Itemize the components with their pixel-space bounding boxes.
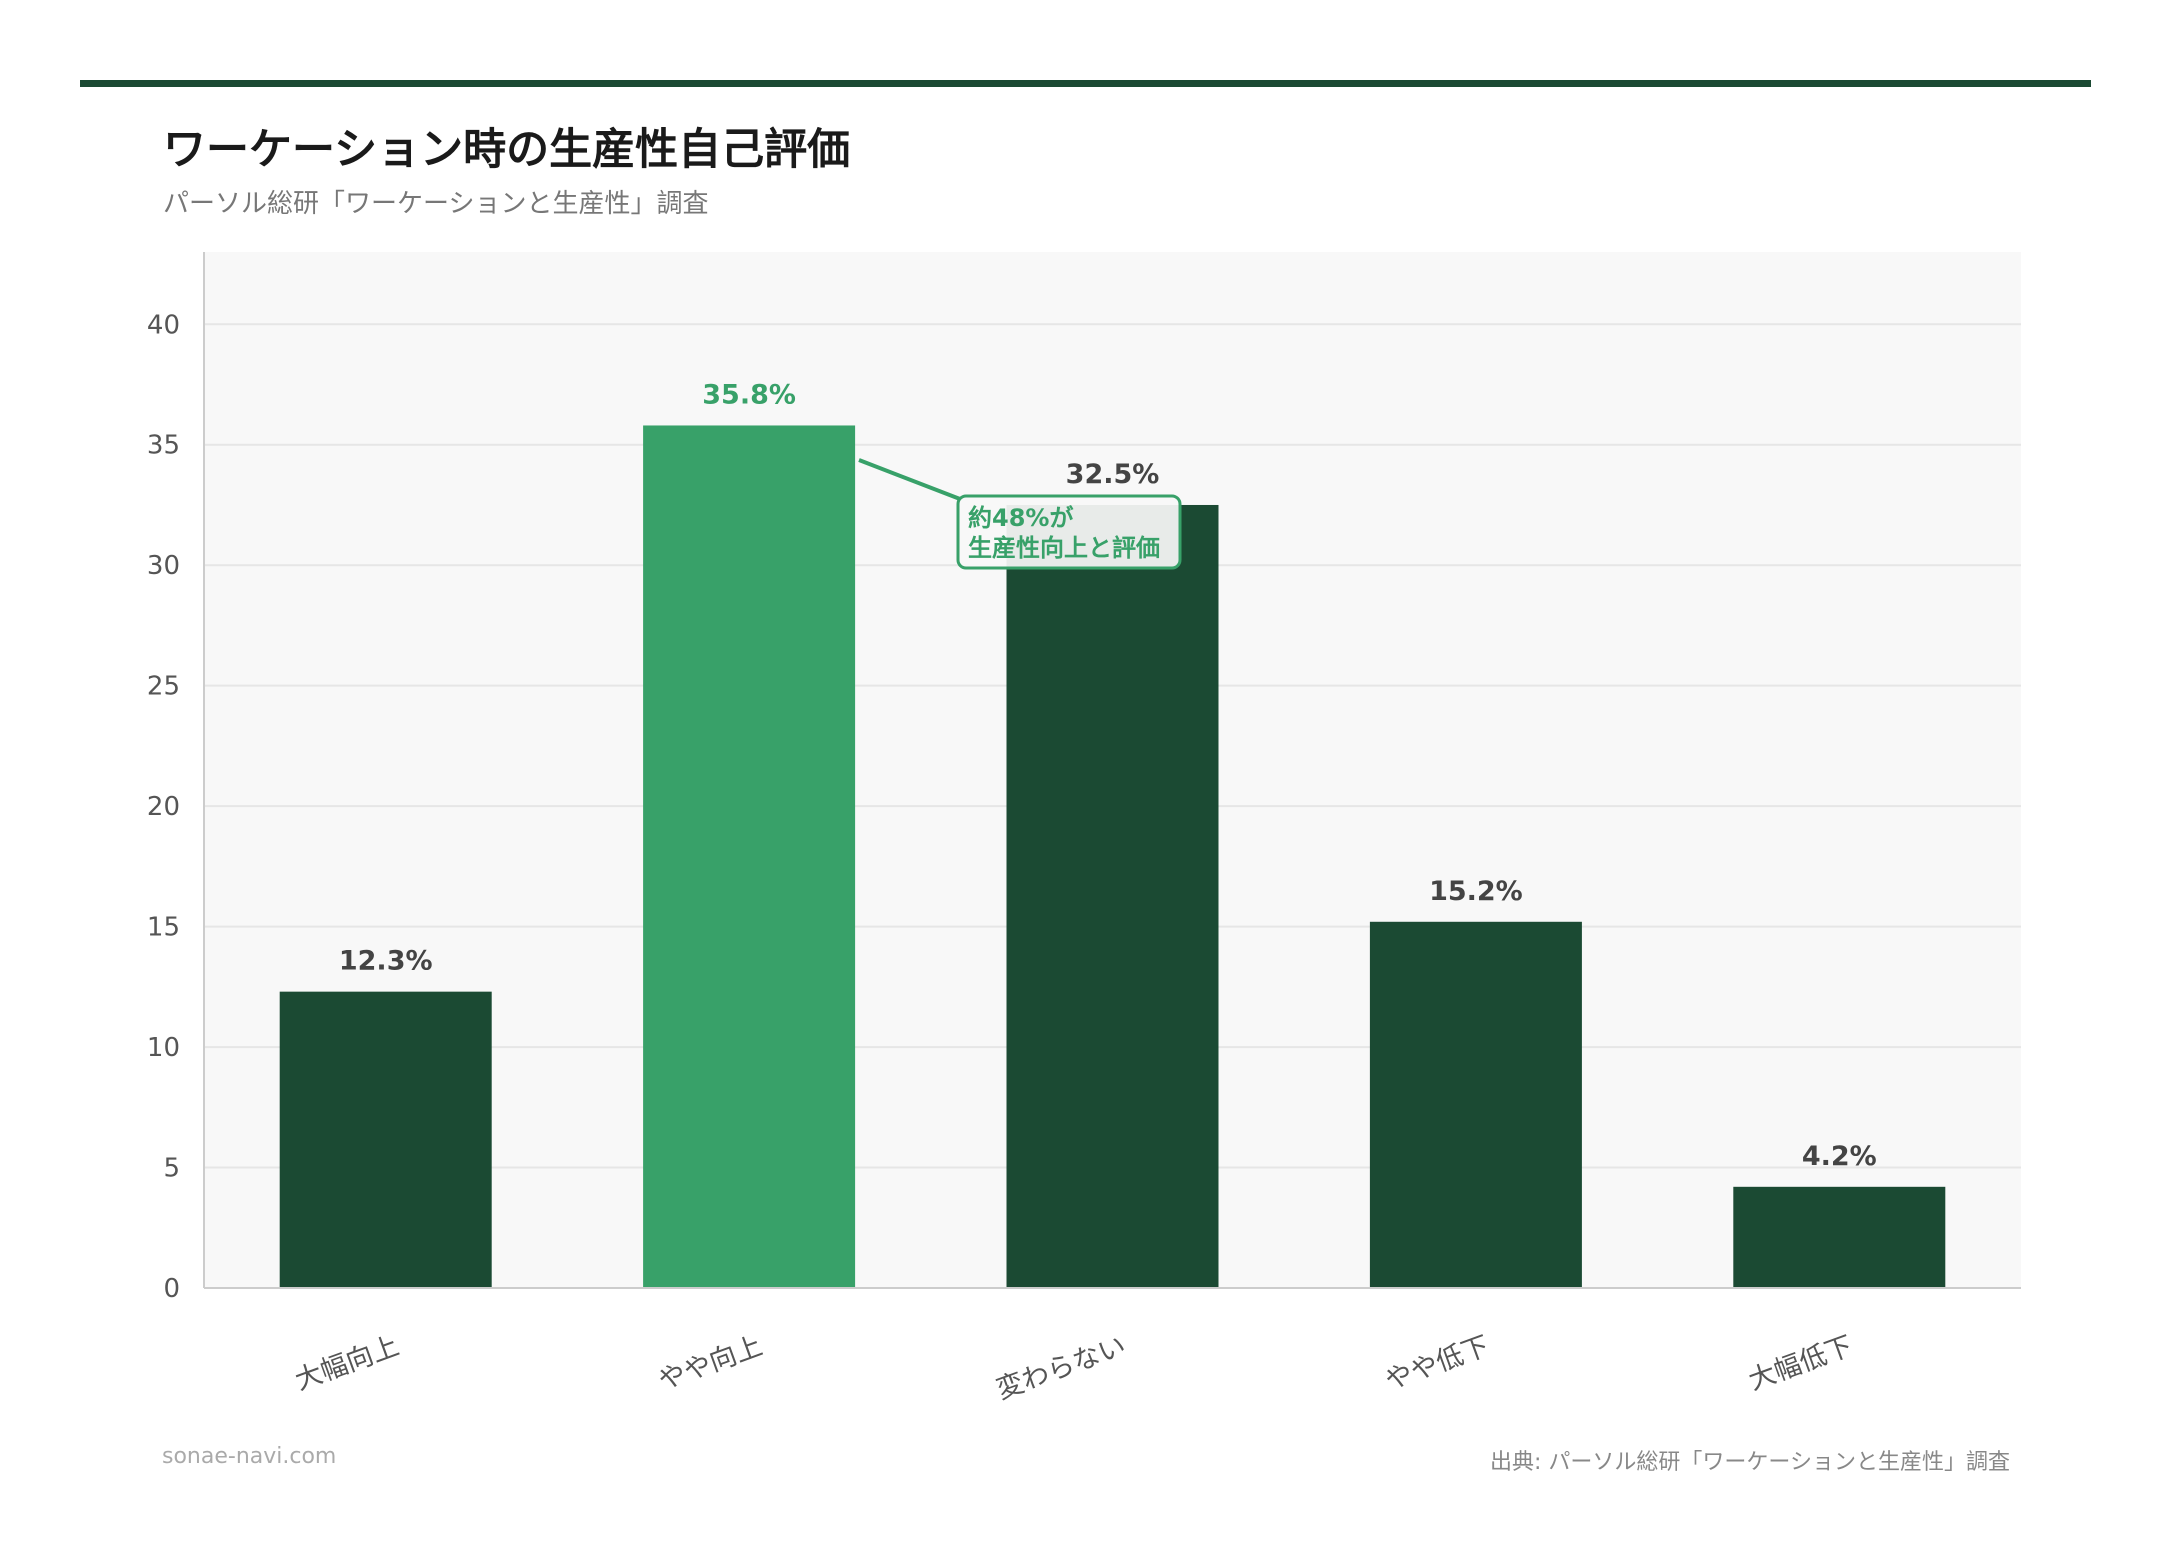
y-tick-label: 25 xyxy=(147,672,180,702)
y-tick-label: 30 xyxy=(147,551,180,581)
y-tick-label: 40 xyxy=(147,310,180,340)
annotation-box xyxy=(956,494,1182,570)
bar xyxy=(643,425,856,1289)
chart-title: ワーケーション時の生産性自己評価 xyxy=(163,125,851,175)
x-tick-label: 変わらない xyxy=(992,1330,1129,1405)
annotation-line-2: 生産性向上と評価 xyxy=(968,534,1160,562)
y-tick-label: 5 xyxy=(163,1154,180,1184)
x-tick-label: 大幅低下 xyxy=(1745,1330,1857,1396)
bar xyxy=(1006,504,1219,1288)
y-tick-label: 35 xyxy=(147,431,180,461)
y-tick-label: 15 xyxy=(147,913,180,943)
data-label: 15.2% xyxy=(1429,876,1523,907)
top-accent-bar xyxy=(80,80,2091,87)
y-tick-label: 20 xyxy=(147,792,180,822)
data-label: 35.8% xyxy=(702,379,796,410)
bar xyxy=(279,991,492,1288)
chart-subtitle: パーソル総研「ワーケーションと生産性」調査 xyxy=(163,189,709,219)
x-tick-label: 大幅向上 xyxy=(291,1330,403,1396)
annotation-line-1: 約48%が xyxy=(968,504,1073,532)
annotation-leader-line xyxy=(858,458,961,501)
data-label: 32.5% xyxy=(1066,459,1160,490)
bar xyxy=(1369,921,1582,1288)
x-tick-label: やや向上 xyxy=(654,1330,766,1396)
site-name: sonae-navi.com xyxy=(162,1444,337,1469)
data-label: 4.2% xyxy=(1802,1141,1877,1172)
bar xyxy=(1733,1186,1946,1288)
source-note: 出典: パーソル総研「ワーケーションと生産性」調査 xyxy=(1490,1450,2010,1475)
y-tick-label: 0 xyxy=(163,1274,180,1304)
y-tick-label: 10 xyxy=(147,1033,180,1063)
x-tick-label: やや低下 xyxy=(1381,1330,1493,1396)
data-label: 12.3% xyxy=(339,946,433,977)
